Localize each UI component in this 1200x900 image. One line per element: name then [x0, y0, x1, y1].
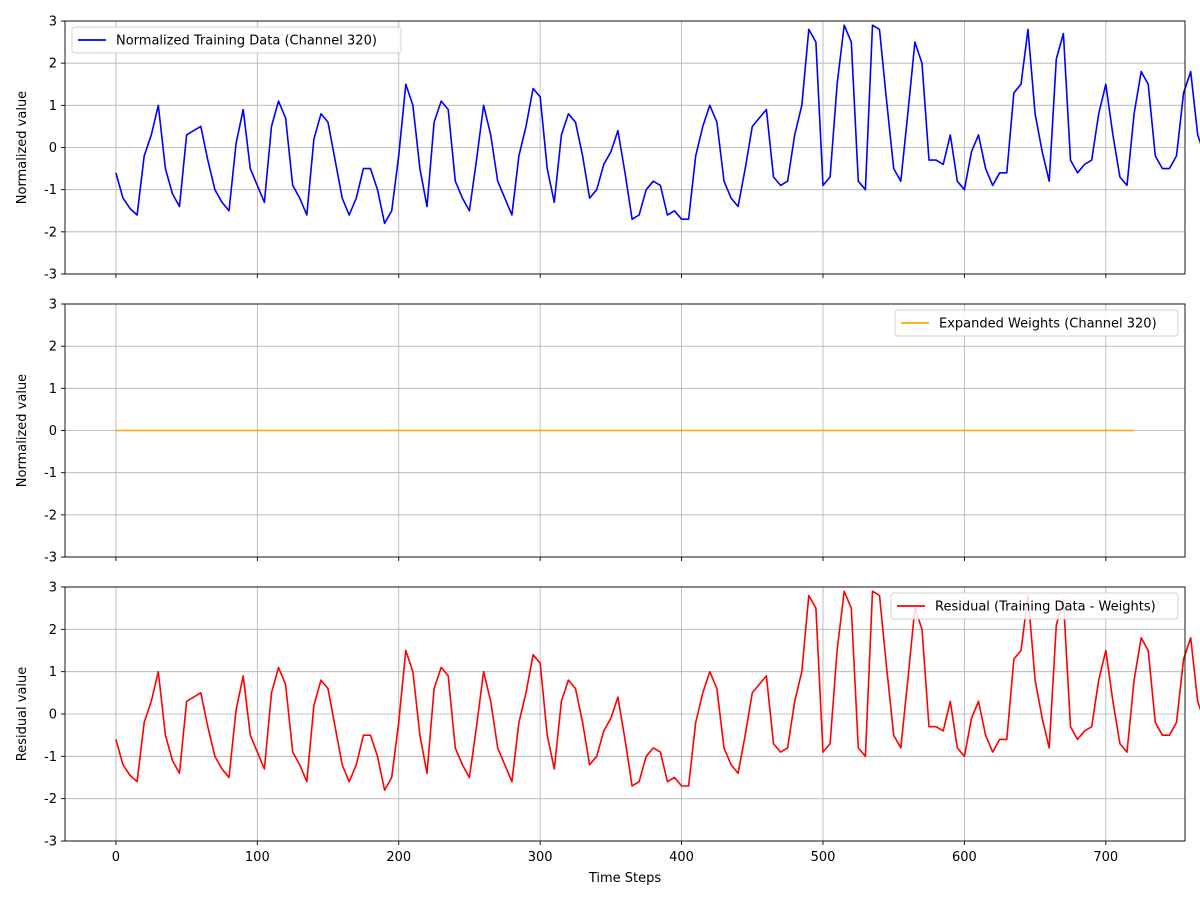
y-axis-title: Normalized value — [15, 374, 30, 487]
y-tick-label: 3 — [49, 15, 57, 30]
y-tick-label: -1 — [44, 750, 57, 765]
y-tick-label: 1 — [49, 382, 57, 397]
x-tick-label: 600 — [952, 850, 977, 865]
y-tick-label: 1 — [49, 99, 57, 114]
legend-label: Normalized Training Data (Channel 320) — [116, 34, 377, 49]
y-tick-label: -2 — [44, 225, 57, 240]
y-tick-label: -1 — [44, 183, 57, 198]
legend-box — [71, 26, 402, 54]
x-tick-label: 200 — [386, 850, 411, 865]
x-tick-label: 300 — [528, 850, 553, 865]
y-tick-label: -2 — [44, 792, 57, 807]
x-tick-label: 700 — [1093, 850, 1118, 865]
legend-box — [894, 309, 1179, 337]
y-tick-label: -3 — [44, 835, 57, 850]
series-line-1 — [115, 590, 1200, 792]
y-tick-label: 0 — [49, 708, 57, 723]
y-tick-label: 2 — [49, 340, 57, 355]
subplot-3: -3 -2 -1 0 1 2 3 0 100 200 300 400 500 600 700 Residual… — [15, 581, 1200, 886]
y-tick-label: -3 — [44, 268, 57, 283]
legend: Expanded Weights (Channel 320) — [894, 309, 1179, 337]
y-tick-label: 3 — [49, 298, 57, 313]
subplot-1: -3 -2 -1 0 1 2 3 Normalized value Normalized Tra… — [15, 15, 1200, 283]
legend-box — [890, 592, 1179, 620]
y-tick-label: -2 — [44, 508, 57, 523]
y-tick-label: 1 — [49, 665, 57, 680]
y-axis-title: Normalized value — [15, 91, 30, 204]
y-tick-label: 3 — [49, 581, 57, 596]
legend: Normalized Training Data (Channel 320) — [71, 26, 402, 54]
subplot-2: -3 -2 -1 0 1 2 3 Normalized value Expanded Weigh… — [15, 298, 1186, 566]
legend: Residual (Training Data - Weights) — [890, 592, 1179, 620]
x-tick-label: 0 — [112, 850, 120, 865]
legend-label: Expanded Weights (Channel 320) — [939, 317, 1157, 332]
y-tick-label: 2 — [49, 57, 57, 72]
y-tick-label: 0 — [49, 141, 57, 156]
x-tick-label: 400 — [669, 850, 694, 865]
y-tick-label: 0 — [49, 424, 57, 439]
y-tick-label: 2 — [49, 623, 57, 638]
series-line-1 — [115, 24, 1200, 225]
x-tick-label: 500 — [811, 850, 836, 865]
x-axis-title: Time Steps — [588, 871, 662, 886]
y-tick-label: -3 — [44, 551, 57, 566]
y-tick-label: -1 — [44, 466, 57, 481]
y-axis-title: Residual value — [15, 667, 30, 762]
x-tick-label: 100 — [245, 850, 270, 865]
legend-label: Residual (Training Data - Weights) — [935, 600, 1156, 615]
